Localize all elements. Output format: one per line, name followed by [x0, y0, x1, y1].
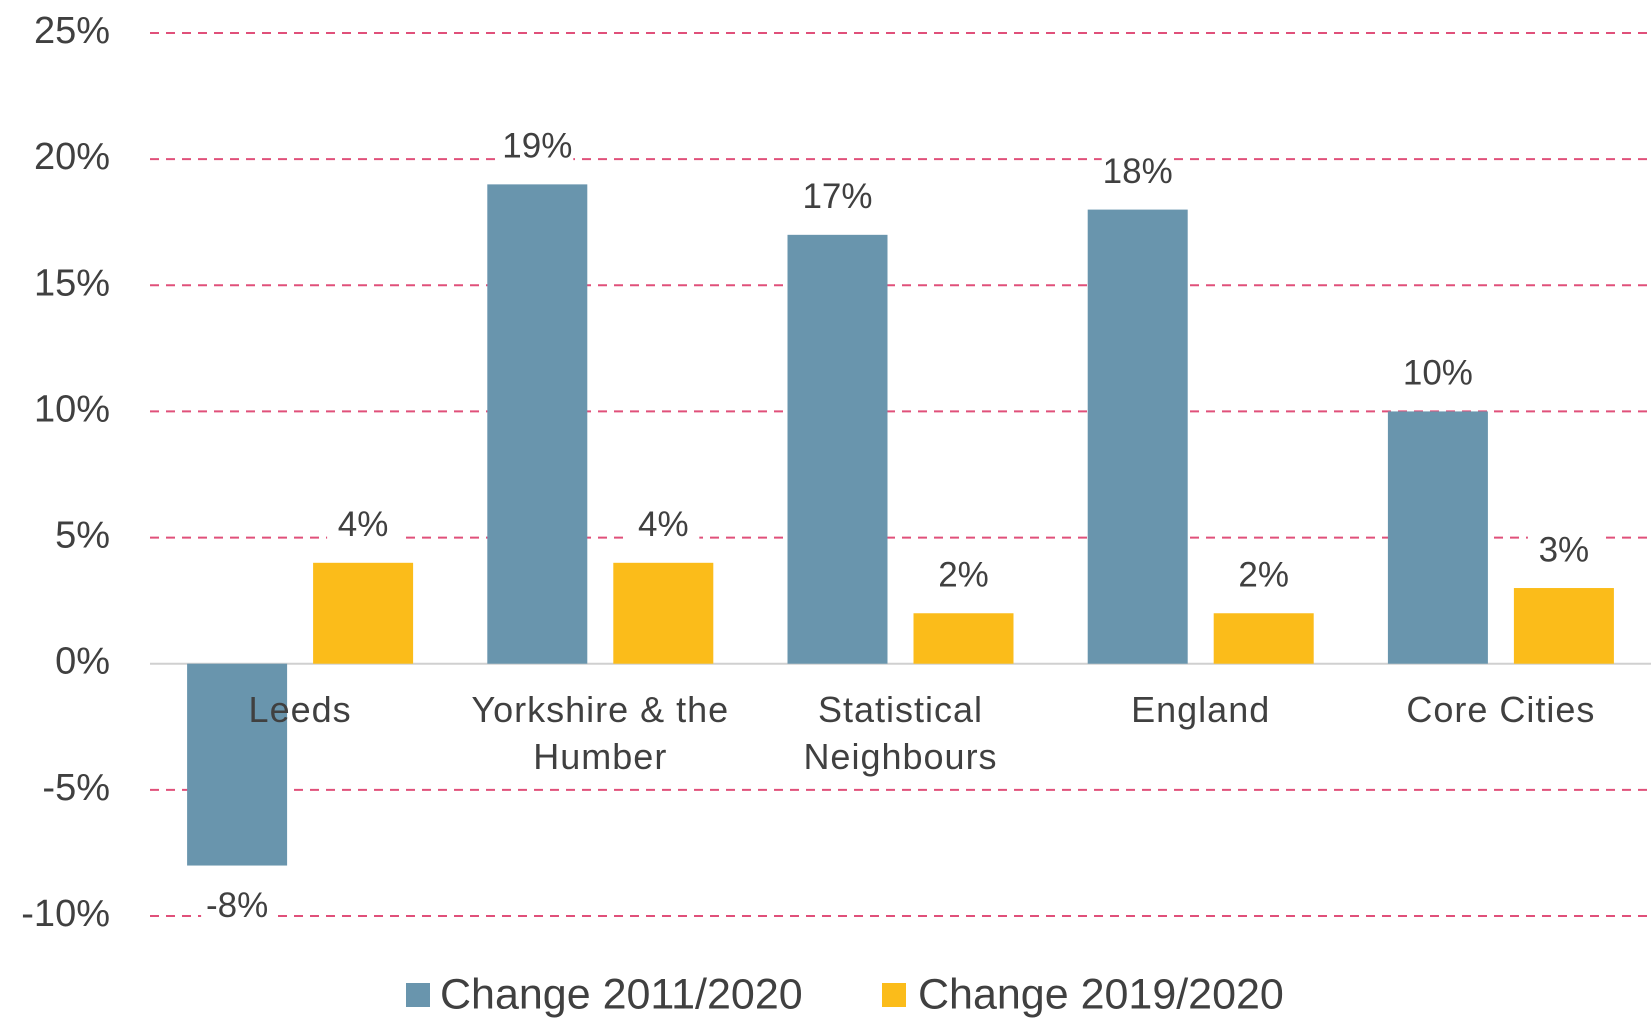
bar [1213, 613, 1314, 664]
data-label: 3% [1539, 530, 1590, 569]
label-bg [1101, 153, 1174, 194]
data-label: -8% [206, 886, 268, 925]
data-label: 17% [802, 177, 872, 216]
data-label: 2% [938, 556, 989, 595]
y-tick-label: 0% [55, 641, 110, 683]
x-tick-label: Leeds [248, 688, 352, 730]
label-bg [927, 557, 1000, 598]
y-tick-label: 20% [34, 136, 110, 178]
label-bg [1227, 557, 1300, 598]
y-tick-label: 10% [34, 388, 110, 430]
x-tick-label: Statistical Neighbours [803, 688, 998, 777]
data-label: 4% [338, 505, 389, 544]
bar [1513, 588, 1614, 664]
data-label: 18% [1103, 152, 1173, 191]
legend-swatch [406, 983, 430, 1007]
bar [187, 663, 288, 866]
data-label: 19% [502, 127, 572, 166]
legend-label: Change 2019/2020 [918, 970, 1284, 1018]
data-label: 4% [638, 505, 689, 544]
label-bg [501, 128, 574, 169]
bar [787, 234, 888, 664]
x-tick-label: Yorkshire & the Humber [471, 688, 730, 777]
data-label: 10% [1403, 354, 1473, 393]
label-bg [1527, 532, 1600, 573]
y-tick-label: -5% [42, 767, 110, 809]
bar [613, 562, 714, 664]
label-bg [1401, 355, 1474, 396]
bar [1387, 411, 1488, 664]
label-bg [627, 506, 700, 547]
x-tick-label: England [1131, 688, 1271, 730]
y-tick-label: 15% [34, 262, 110, 304]
legend-label: Change 2011/2020 [440, 970, 803, 1018]
bar [1087, 209, 1188, 664]
y-tick-label: 25% [34, 10, 110, 52]
label-bg [801, 178, 874, 219]
label-bg [201, 887, 274, 928]
bar [313, 562, 414, 664]
x-tick-label: Core Cities [1406, 688, 1596, 730]
legend-swatch [882, 983, 906, 1007]
data-label: 2% [1238, 556, 1289, 595]
bar [487, 184, 588, 664]
bar [913, 613, 1014, 664]
y-tick-label: -10% [21, 893, 110, 935]
y-tick-label: 5% [55, 515, 110, 557]
label-bg [327, 506, 400, 547]
